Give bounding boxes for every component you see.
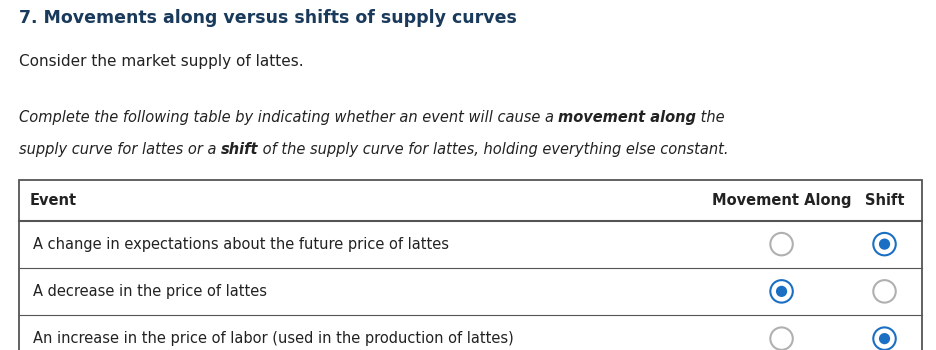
Text: supply curve for lattes or a: supply curve for lattes or a [19, 142, 221, 157]
Text: movement along: movement along [559, 110, 696, 125]
Ellipse shape [879, 333, 890, 344]
Text: Movement Along: Movement Along [711, 193, 852, 208]
Ellipse shape [879, 238, 890, 250]
Text: shift: shift [221, 142, 258, 157]
FancyBboxPatch shape [19, 180, 922, 350]
Text: A change in expectations about the future price of lattes: A change in expectations about the futur… [33, 237, 448, 252]
Text: Shift: Shift [865, 193, 904, 208]
Ellipse shape [776, 286, 787, 297]
Text: Consider the market supply of lattes.: Consider the market supply of lattes. [19, 54, 303, 69]
Text: of the supply curve for lattes, holding everything else constant.: of the supply curve for lattes, holding … [258, 142, 729, 157]
Text: 7. Movements along versus shifts of supply curves: 7. Movements along versus shifts of supp… [19, 9, 517, 27]
Text: A decrease in the price of lattes: A decrease in the price of lattes [33, 284, 267, 299]
Text: Complete the following table by indicating whether an event will cause a: Complete the following table by indicati… [19, 110, 559, 125]
Text: Event: Event [30, 193, 77, 208]
Text: An increase in the price of labor (used in the production of lattes): An increase in the price of labor (used … [33, 331, 514, 346]
Text: the: the [696, 110, 725, 125]
